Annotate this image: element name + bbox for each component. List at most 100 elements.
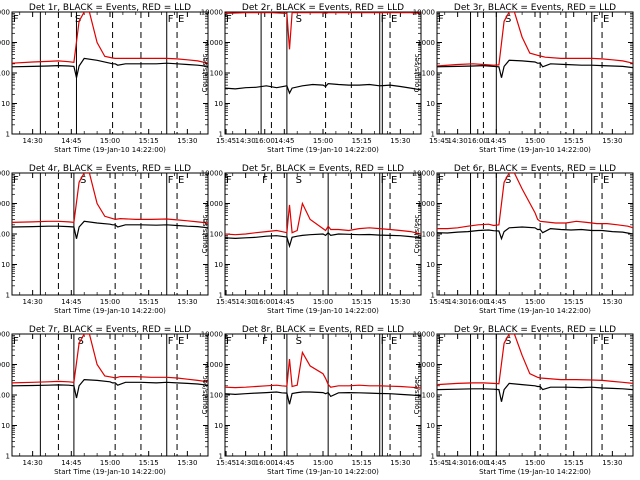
y-tick-label: 1000: [417, 200, 435, 208]
event-marker-label: E: [178, 14, 184, 25]
y-tick-label: 1000: [0, 39, 10, 47]
x-axis-label: Start Time (19-Jan-10 14:22:00): [479, 307, 591, 315]
y-axis-label: Counts/sec: [413, 215, 421, 254]
plot-frame: [11, 333, 209, 457]
event-marker-label: F: [381, 14, 387, 25]
x-tick-label: 14:45: [486, 298, 506, 306]
x-axis-label: Start Time (19-Jan-10 14:22:00): [54, 307, 166, 315]
y-tick-label: 10: [1, 100, 10, 108]
y-tick-label: 10000: [201, 331, 223, 339]
y-tick-label: 100: [210, 70, 223, 78]
event-marker-label: S: [75, 14, 81, 25]
event-marker-label: E: [178, 336, 184, 347]
y-tick-label: 100: [422, 231, 435, 239]
x-axis-label: Start Time (19-Jan-10 14:22:00): [479, 146, 591, 154]
y-axis-label: Counts/sec: [413, 376, 421, 415]
y-tick-label: 10000: [0, 331, 10, 339]
x-tick-label: 15:00: [525, 298, 545, 306]
x-tick-label: 15:45: [216, 459, 236, 467]
event-marker-label: F: [226, 336, 232, 347]
x-tick-label: 16:00: [255, 137, 275, 145]
events-series-line: [12, 220, 208, 239]
x-axis-label: Start Time (19-Jan-10 14:22:00): [54, 146, 166, 154]
y-tick-label: 10: [214, 261, 223, 269]
y-axis-label: Counts/sec: [201, 215, 209, 254]
chart-title: Det 6r, BLACK = Events, RED = LLD: [454, 164, 616, 174]
x-tick-label: 15:30: [602, 137, 622, 145]
chart-title: Det 7r, BLACK = Events, RED = LLD: [29, 325, 191, 335]
y-tick-label: 10: [426, 100, 435, 108]
x-tick-label: 15:00: [313, 298, 333, 306]
x-tick-label: 14:30: [236, 298, 256, 306]
event-marker-label: E: [391, 175, 397, 186]
event-marker-label: S: [505, 336, 511, 347]
plot-frame: [11, 11, 209, 135]
event-marker-label: S: [296, 336, 302, 347]
x-tick-label: 15:30: [177, 298, 197, 306]
x-axis-label: Start Time (19-Jan-10 14:22:00): [479, 468, 591, 476]
x-tick-label: 15:15: [139, 298, 159, 306]
x-tick-label: 16:00: [255, 298, 275, 306]
y-tick-label: 10000: [413, 331, 435, 339]
event-marker-label: F: [168, 14, 174, 25]
chart-title: Det 8r, BLACK = Events, RED = LLD: [242, 325, 404, 335]
event-marker-label: S: [296, 14, 302, 25]
events-series-line: [225, 82, 421, 95]
event-marker-label: F: [13, 336, 19, 347]
lld-series-line: [437, 12, 633, 67]
x-tick-label: 14:30: [23, 298, 43, 306]
event-marker-label: F: [168, 175, 174, 186]
chart-title: Det 9r, BLACK = Events, RED = LLD: [454, 325, 616, 335]
y-tick-label: 10: [426, 422, 435, 430]
lld-series-line: [225, 350, 421, 389]
x-tick-label: 15:45: [429, 459, 449, 467]
x-tick-label: 15:15: [352, 298, 372, 306]
x-tick-label: 14:30: [23, 459, 43, 467]
y-tick-label: 100: [422, 70, 435, 78]
lld-series-line: [437, 334, 633, 386]
y-tick-label: 10000: [413, 170, 435, 178]
x-tick-label: 15:15: [352, 137, 372, 145]
y-tick-label: 1: [6, 453, 10, 461]
lld-series-line: [12, 334, 208, 384]
y-tick-label: 1000: [417, 361, 435, 369]
x-tick-label: 15:30: [602, 459, 622, 467]
x-tick-label: 16:00: [468, 459, 488, 467]
lld-series-line: [12, 173, 208, 224]
x-tick-label: 15:15: [139, 137, 159, 145]
x-axis-label: Start Time (19-Jan-10 14:22:00): [267, 307, 379, 315]
plot-frame: [436, 172, 634, 296]
x-tick-label: 14:30: [448, 137, 468, 145]
y-tick-label: 1: [6, 131, 10, 139]
event-marker-label: F: [226, 14, 232, 25]
chart-title: Det 1r, BLACK = Events, RED = LLD: [29, 3, 191, 13]
event-marker-label: E: [178, 175, 184, 186]
y-tick-label: 10: [1, 261, 10, 269]
event-marker-label: E: [391, 14, 397, 25]
event-marker-label: E: [603, 14, 609, 25]
event-marker-label: F: [262, 175, 268, 186]
events-series-line: [225, 231, 421, 249]
x-tick-label: 15:45: [216, 137, 236, 145]
x-tick-label: 15:30: [390, 137, 410, 145]
event-marker-label: F: [13, 14, 19, 25]
x-tick-label: 15:00: [525, 137, 545, 145]
x-tick-label: 15:30: [602, 298, 622, 306]
y-tick-label: 100: [0, 392, 10, 400]
x-tick-label: 15:15: [564, 137, 584, 145]
y-tick-label: 100: [422, 392, 435, 400]
event-marker-label: S: [505, 14, 511, 25]
y-tick-label: 10: [214, 422, 223, 430]
event-marker-label: S: [296, 175, 302, 186]
y-axis-label: Counts/sec: [201, 376, 209, 415]
event-marker-label: F: [168, 336, 174, 347]
x-tick-label: 15:00: [313, 137, 333, 145]
x-axis-label: Start Time (19-Jan-10 14:22:00): [267, 146, 379, 154]
